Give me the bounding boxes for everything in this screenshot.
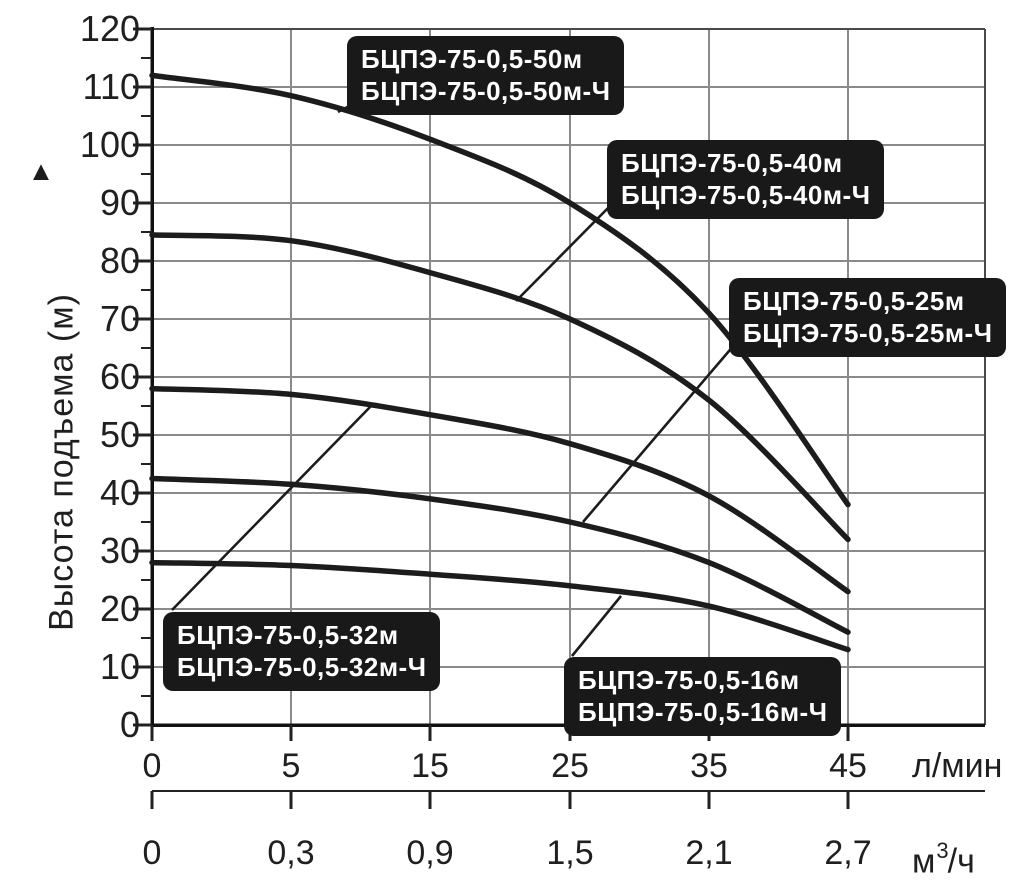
x-tick-label-15: 15 [411,747,449,785]
callout-leader-25m [582,343,736,523]
x-tick-label-0: 0 [142,747,162,785]
curve-16m [149,559,851,653]
x-axis-unit-m3h: м3/ч [912,835,975,879]
x2-unit-base: м [912,842,936,881]
callout-leader-32m [171,404,373,611]
y-axis-title: Высота подъема (м) [42,293,81,631]
x2-tick-label-1,5: 1,5 [546,834,594,872]
x2-unit-rest: /ч [947,842,975,881]
y-tick-label-60: 60 [99,356,140,397]
curve-label-box-16m: БЦПЭ-75-0,5-16м БЦПЭ-75-0,5-16м-Ч [564,657,842,736]
y-tick-label-40: 40 [99,472,140,513]
x-tick-label-5: 5 [281,747,301,785]
curve-32m [149,385,851,595]
x2-tick-label-0: 0 [142,834,162,872]
curve-label-line1: БЦПЭ-75-0,5-16м [578,665,800,695]
x2-unit-superscript: 3 [936,838,949,863]
y-tick-label-70: 70 [99,298,140,339]
curve-label-line1: БЦПЭ-75-0,5-25м [743,286,965,316]
curve-label-line2: БЦПЭ-75-0,5-40м-Ч [621,180,871,210]
x-tick-label-35: 35 [690,747,728,785]
y-tick-label-20: 20 [99,588,140,629]
x2-tick-label-0,9: 0,9 [406,834,454,872]
curve-label-box-40m: БЦПЭ-75-0,5-40м БЦПЭ-75-0,5-40м-Ч [607,140,885,219]
x-axis-unit-lmin: л/мин [912,747,1003,785]
curve-label-line1: БЦПЭ-75-0,5-50м [361,44,583,74]
curve-40m [149,232,851,543]
x-tick-label-45: 45 [829,747,867,785]
curve-label-line2: БЦПЭ-75-0,5-25м-Ч [743,318,993,348]
x2-tick-label-2,7: 2,7 [824,834,872,872]
curve-label-line1: БЦПЭ-75-0,5-40м [621,148,843,178]
y-tick-label-30: 30 [99,530,140,571]
y-tick-label-120: 120 [79,8,140,49]
curve-label-line2: БЦПЭ-75-0,5-32м-Ч [177,652,427,682]
curve-label-box-25m: БЦПЭ-75-0,5-25м БЦПЭ-75-0,5-25м-Ч [729,278,1007,357]
curve-label-line2: БЦПЭ-75-0,5-50м-Ч [361,76,611,106]
x2-tick-label-2,1: 2,1 [685,834,733,872]
y-axis-arrow-icon: ▲ [27,156,55,186]
curve-label-box-50m: БЦПЭ-75-0,5-50м БЦПЭ-75-0,5-50м-Ч [347,36,625,115]
y-tick-label-90: 90 [99,182,140,223]
y-tick-label-100: 100 [79,124,140,165]
curve-label-line1: БЦПЭ-75-0,5-32м [177,620,399,650]
y-tick-label-10: 10 [99,646,140,687]
x-tick-label-25: 25 [551,747,589,785]
callout-leader-16m [570,595,623,657]
y-tick-label-110: 110 [82,66,140,107]
curve-25m [149,475,851,635]
curve-50m [149,72,851,508]
curve-label-box-32m: БЦПЭ-75-0,5-32м БЦПЭ-75-0,5-32м-Ч [163,612,441,691]
callout-leader-40m [515,203,613,302]
x2-tick-label-0,3: 0,3 [267,834,315,872]
curve-label-line2: БЦПЭ-75-0,5-16м-Ч [578,697,828,727]
y-tick-label-50: 50 [99,414,140,455]
y-tick-label-80: 80 [99,240,140,281]
y-tick-label-0: 0 [119,704,140,745]
